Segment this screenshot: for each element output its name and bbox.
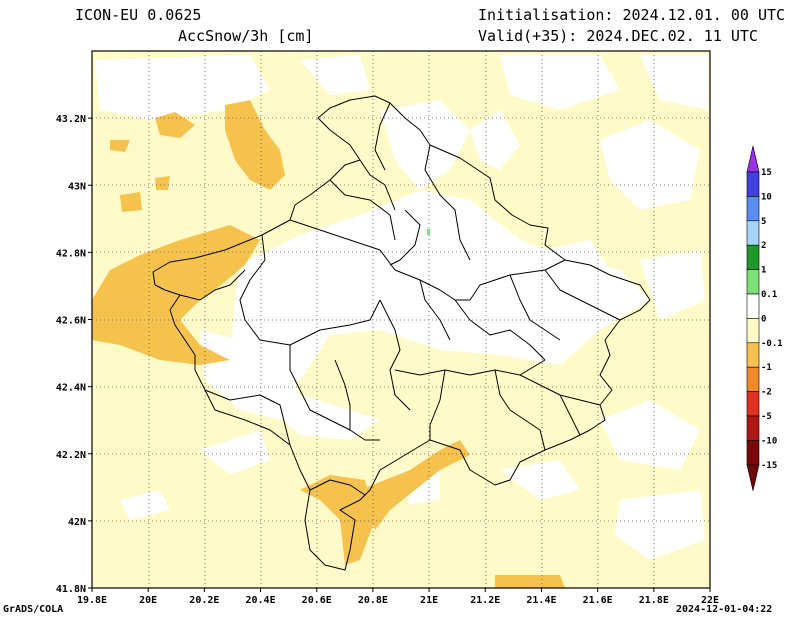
x-tick-label: 20.8E <box>358 595 388 606</box>
colorbar-swatch <box>746 366 760 392</box>
colorbar-label: -15 <box>761 461 777 471</box>
orange-region-north-2 <box>155 112 195 138</box>
colorbar-label: 10 <box>761 192 772 202</box>
colorbar-label: -10 <box>761 436 777 446</box>
y-tick-label: 43.2N <box>56 114 86 125</box>
x-tick-label: 21.6E <box>583 595 613 606</box>
footer-credit: GrADS/COLA <box>3 604 64 615</box>
y-tick-label: 42.6N <box>56 316 86 327</box>
colorbar-swatch <box>746 415 760 441</box>
colorbar: 15 10 5 2 1 0.1 0 -0.1 -1 -2 -5 -10 -15 <box>746 145 783 491</box>
x-tick-label: 20.6E <box>302 595 332 606</box>
y-tick-label: 42.2N <box>56 450 86 461</box>
country-border <box>152 95 651 571</box>
colorbar-bottom-arrow <box>746 464 760 491</box>
orange-region-south-2 <box>360 440 470 530</box>
x-tick-label: 20.4E <box>245 595 275 606</box>
x-tick-label: 21.8E <box>639 595 669 606</box>
model-title: ICON-EU 0.0625 <box>75 6 202 24</box>
valid-time: Valid(+35): 2024.DEC.02. 11 UTC <box>478 27 758 45</box>
colorbar-top-arrow <box>746 145 760 173</box>
x-tick-label: 22E <box>701 595 719 606</box>
orange-region-north-1 <box>225 100 285 190</box>
colorbar-swatch <box>746 318 760 344</box>
colorbar-swatch <box>746 171 760 197</box>
white-region-north <box>380 100 470 190</box>
x-tick-label: 20E <box>139 595 157 606</box>
y-tick-label: 42N <box>68 517 86 528</box>
white-region-e-2 <box>600 120 700 210</box>
colorbar-label: 0 <box>761 314 766 324</box>
x-tick-label: 20.2E <box>189 595 219 606</box>
colorbar-swatch <box>746 244 760 270</box>
boundaries <box>152 95 651 571</box>
colorbar-label: 15 <box>761 168 772 178</box>
white-region-west-1 <box>200 330 300 420</box>
colorbar-label: -0.1 <box>761 339 783 349</box>
colorbar-label: 0.1 <box>761 290 777 300</box>
colorbar-swatch <box>746 196 760 222</box>
green-cell <box>427 229 430 235</box>
colorbar-swatch <box>746 342 760 368</box>
colorbar-label: -2 <box>761 388 772 398</box>
orange-region-west-large <box>92 225 260 365</box>
variable-title: AccSnow/3h [cm] <box>178 27 314 45</box>
y-tick-label: 41.8N <box>56 584 86 595</box>
x-tick-label: 21E <box>420 595 438 606</box>
white-region-top-1 <box>95 55 270 120</box>
orange-region-north-3 <box>110 140 130 152</box>
white-region-south-1 <box>120 490 170 520</box>
colorbar-label: 2 <box>761 241 766 251</box>
white-region-top-2 <box>300 55 370 95</box>
orange-region-north-4 <box>120 192 142 212</box>
colorbar-swatch <box>746 391 760 417</box>
orange-region-south-1 <box>300 475 375 565</box>
colorbar-swatch <box>746 269 760 295</box>
white-region-south-2 <box>200 430 270 475</box>
x-tick-label: 21.2E <box>470 595 500 606</box>
y-tick-label: 43N <box>68 181 86 192</box>
orange-region-se <box>495 575 565 588</box>
y-tick-label: 42.8N <box>56 248 86 259</box>
x-tick-label: 19.8E <box>77 595 107 606</box>
white-region-ne <box>470 110 520 170</box>
y-axis-ticks: 41.8N 42N 42.2N 42.4N 42.6N 42.8N 43N 43.2N <box>56 114 92 595</box>
colorbar-label: 5 <box>761 217 766 227</box>
colorbar-swatch <box>746 293 760 319</box>
orange-region-north-5 <box>155 176 170 190</box>
footer-timestamp: 2024-12-01-04:22 <box>676 604 773 615</box>
x-tick-label: 21.4E <box>526 595 556 606</box>
white-region-top-3 <box>500 55 620 110</box>
white-region-e-1 <box>640 250 705 320</box>
white-region-se-2 <box>600 400 700 470</box>
x-axis-ticks: 19.8E 20E 20.2E 20.4E 20.6E 20.8E 21E 21.2E 21.4… <box>77 588 719 606</box>
colorbar-label: -1 <box>761 363 772 373</box>
colorbar-swatch <box>746 440 760 466</box>
white-region-top-right <box>640 55 708 110</box>
grid <box>92 51 710 588</box>
colorbar-swatch <box>746 220 760 246</box>
white-region-se-3 <box>615 490 705 560</box>
y-tick-label: 42.4N <box>56 383 86 394</box>
white-region-se-1 <box>500 460 580 500</box>
colorbar-label: -5 <box>761 412 772 422</box>
init-time: Initialisation: 2024.12.01. 00 UTC <box>478 6 786 24</box>
colorbar-label: 1 <box>761 266 766 276</box>
